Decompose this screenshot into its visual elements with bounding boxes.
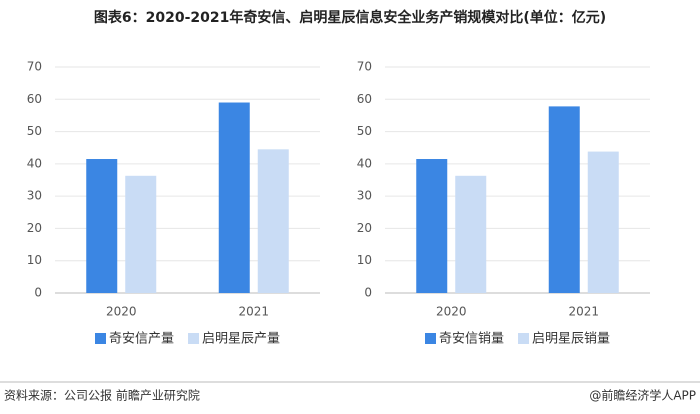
y-tick-label: 50	[27, 124, 42, 138]
brand: @前瞻经济学人APP	[589, 388, 696, 403]
y-tick-label: 0	[34, 286, 42, 300]
legend-label: 启明星辰产量	[202, 332, 280, 347]
bar	[125, 175, 157, 293]
bar	[218, 102, 250, 293]
legend-swatch	[95, 333, 106, 344]
source: 资料来源：公司公报 前瞻产业研究院	[4, 388, 200, 403]
y-tick-label: 0	[364, 286, 372, 300]
legend-label: 奇安信销量	[439, 331, 504, 347]
x-tick-label: 2021	[568, 305, 599, 319]
bar	[86, 159, 118, 293]
y-tick-label: 70	[27, 60, 42, 74]
y-tick-label: 10	[27, 253, 42, 267]
legend-swatch	[425, 333, 436, 344]
x-tick-label: 2020	[436, 305, 467, 319]
bar	[455, 175, 487, 293]
y-tick-label: 60	[27, 92, 42, 106]
y-tick-label: 40	[357, 156, 372, 170]
y-tick-label: 50	[357, 124, 372, 138]
legend-label: 启明星辰销量	[532, 332, 610, 347]
y-tick-label: 10	[357, 253, 372, 267]
x-tick-label: 2020	[106, 305, 137, 319]
bar	[416, 159, 448, 293]
y-tick-label: 60	[357, 92, 372, 106]
y-tick-label: 40	[27, 156, 42, 170]
x-tick-label: 2021	[238, 305, 269, 319]
y-tick-label: 70	[357, 60, 372, 74]
page-title: 图表6：2020-2021年奇安信、启明星辰信息安全业务产销规模对比(单位：亿元…	[94, 9, 606, 26]
legend-swatch	[188, 333, 200, 344]
bar	[587, 151, 619, 293]
y-tick-label: 20	[357, 221, 372, 235]
legend-swatch	[518, 333, 530, 344]
y-tick-label: 30	[357, 189, 372, 203]
legend-label: 奇安信产量	[109, 331, 174, 347]
bar	[548, 106, 580, 293]
y-tick-label: 20	[27, 221, 42, 235]
bar	[257, 149, 289, 293]
y-tick-label: 30	[27, 189, 42, 203]
